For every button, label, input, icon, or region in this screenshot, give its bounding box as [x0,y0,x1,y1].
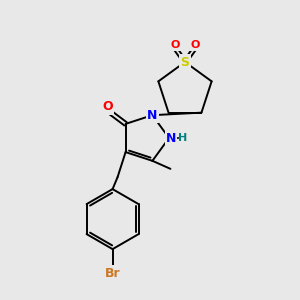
Text: H: H [178,133,188,143]
Text: N: N [166,131,176,145]
Text: O: O [170,40,180,50]
Text: O: O [102,100,113,113]
Text: N: N [147,109,158,122]
Text: O: O [190,40,200,50]
Text: S: S [181,56,190,68]
Text: Br: Br [105,267,120,280]
